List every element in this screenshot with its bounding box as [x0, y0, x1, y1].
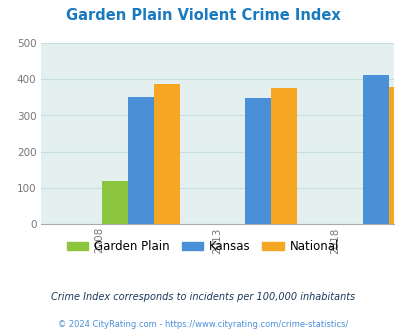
Bar	[128, 97, 153, 224]
Text: Crime Index corresponds to incidents per 100,000 inhabitants: Crime Index corresponds to incidents per…	[51, 292, 354, 302]
Bar	[271, 87, 296, 224]
Bar	[245, 98, 271, 224]
Bar	[362, 75, 388, 224]
Bar	[102, 181, 128, 224]
Text: Garden Plain Violent Crime Index: Garden Plain Violent Crime Index	[66, 8, 339, 23]
Bar	[388, 87, 405, 224]
Text: © 2024 CityRating.com - https://www.cityrating.com/crime-statistics/: © 2024 CityRating.com - https://www.city…	[58, 320, 347, 329]
Bar	[153, 83, 179, 224]
Legend: Garden Plain, Kansas, National: Garden Plain, Kansas, National	[62, 236, 343, 258]
